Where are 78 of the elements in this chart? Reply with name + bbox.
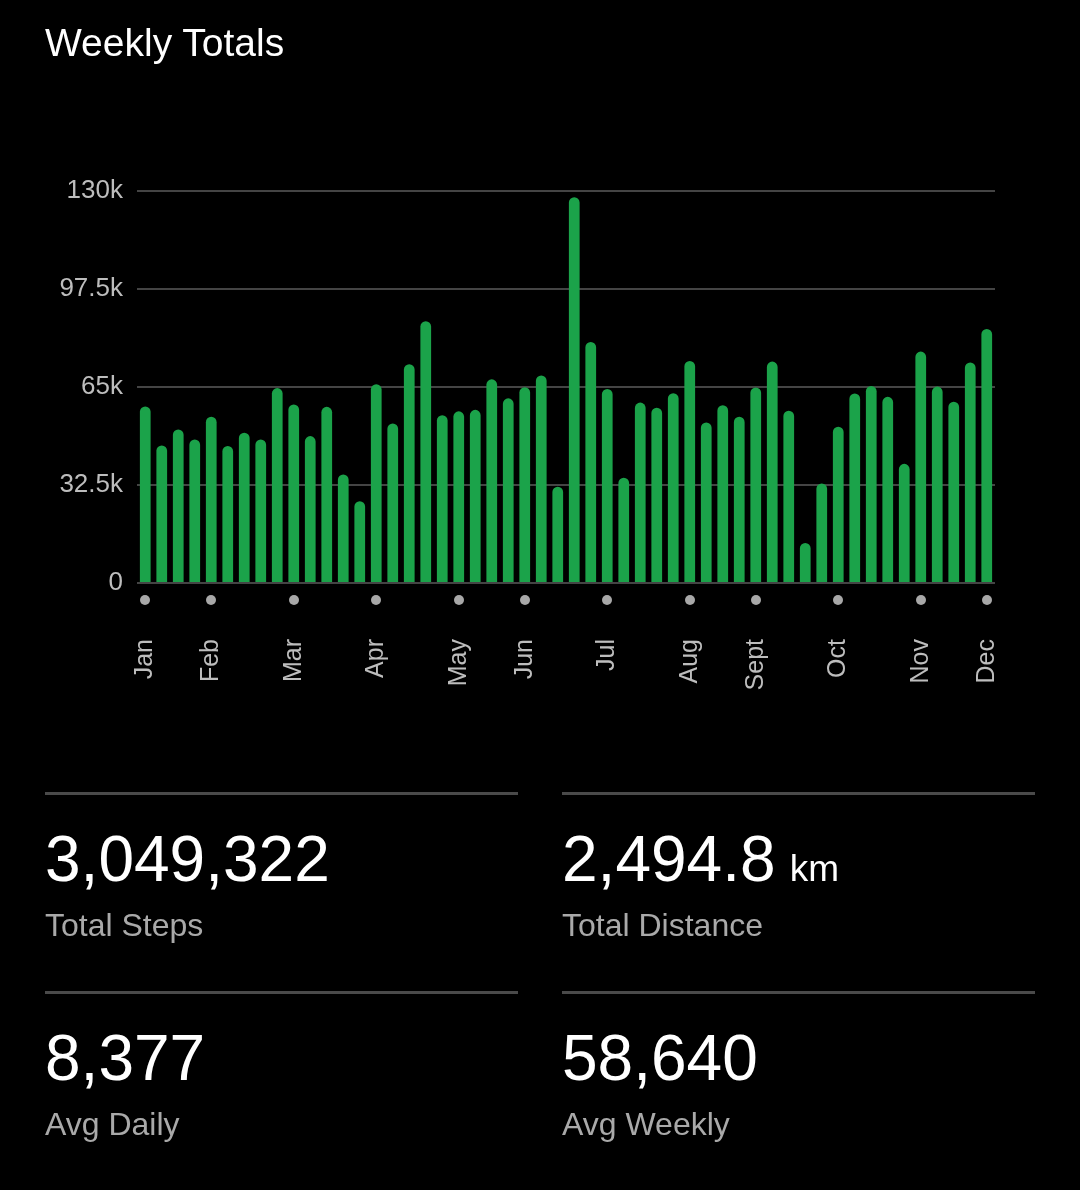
bar: [436, 415, 448, 582]
x-tick-label: Jan: [129, 639, 158, 680]
bar: [849, 393, 861, 582]
bar: [387, 423, 399, 582]
text: 58,640: [562, 1021, 758, 1094]
bar: [255, 439, 267, 582]
x-tick-label: Feb: [195, 639, 224, 683]
bar: [882, 396, 894, 582]
bar: [585, 341, 597, 582]
bar: [337, 474, 349, 582]
bar: [915, 351, 927, 582]
bar: [568, 197, 580, 582]
bar: [139, 406, 151, 582]
y-tick-label: 0: [108, 566, 123, 597]
bar: [420, 321, 432, 582]
bar: [667, 393, 679, 582]
bar: [519, 387, 531, 582]
bar: [865, 386, 877, 582]
bar: [403, 364, 415, 582]
bar: [321, 406, 333, 582]
text: 2,494.8 km: [562, 823, 840, 895]
bar: [469, 409, 481, 582]
bar: [799, 542, 811, 582]
text: 8,377: [45, 1021, 206, 1094]
bar: [981, 328, 993, 582]
bar: [453, 411, 465, 582]
y-tick-label: 65k: [81, 370, 124, 401]
chart-title: Weekly Totals: [45, 21, 285, 65]
bar: [271, 388, 283, 582]
bar: [156, 445, 168, 582]
bar: [750, 387, 762, 582]
bar: [717, 405, 729, 582]
bar: [172, 429, 184, 582]
bar: [816, 483, 828, 582]
bar: [948, 401, 960, 582]
x-tick-label: Dec: [970, 639, 999, 684]
bar: [304, 436, 316, 582]
bar: [370, 384, 382, 582]
bar: [684, 360, 696, 582]
bar: [634, 402, 646, 582]
text: Total Distance: [562, 907, 763, 943]
x-tick-label: Jul: [591, 639, 620, 671]
bar: [964, 362, 976, 582]
x-tick-label: Oct: [822, 638, 851, 678]
text: 3,049,322: [45, 823, 330, 895]
bar: [783, 410, 795, 582]
y-tick-label: 130k: [66, 173, 124, 204]
bar: [189, 439, 201, 582]
bar: [898, 463, 910, 582]
x-tick-label: Mar: [277, 639, 306, 683]
bar: [238, 432, 250, 582]
x-tick-label: Nov: [904, 638, 933, 684]
y-tick-label: 32.5k: [59, 468, 124, 499]
text: Avg Weekly: [562, 1105, 730, 1142]
bar: [601, 389, 613, 582]
bar: [618, 477, 630, 582]
bar: [700, 422, 712, 582]
bar: [222, 446, 234, 582]
x-tick-label: Jun: [508, 639, 537, 680]
bar: [354, 501, 366, 582]
bar: [651, 407, 663, 582]
bar: [502, 398, 514, 582]
x-tick-label: Sept: [739, 638, 768, 691]
x-tick-label: May: [442, 638, 471, 687]
bar: [733, 416, 745, 582]
x-tick-label: Apr: [360, 639, 389, 678]
bar: [535, 375, 547, 582]
bar: [552, 486, 564, 582]
bar: [288, 404, 300, 582]
bar: [486, 379, 498, 582]
bar: [832, 426, 844, 582]
text: Avg Daily: [45, 1105, 180, 1142]
bar: [205, 416, 217, 582]
bar: [766, 361, 778, 582]
y-tick-label: 97.5k: [59, 272, 124, 303]
bar: [931, 386, 943, 582]
x-tick-label: Aug: [673, 639, 702, 684]
text: Total Steps: [45, 907, 204, 943]
